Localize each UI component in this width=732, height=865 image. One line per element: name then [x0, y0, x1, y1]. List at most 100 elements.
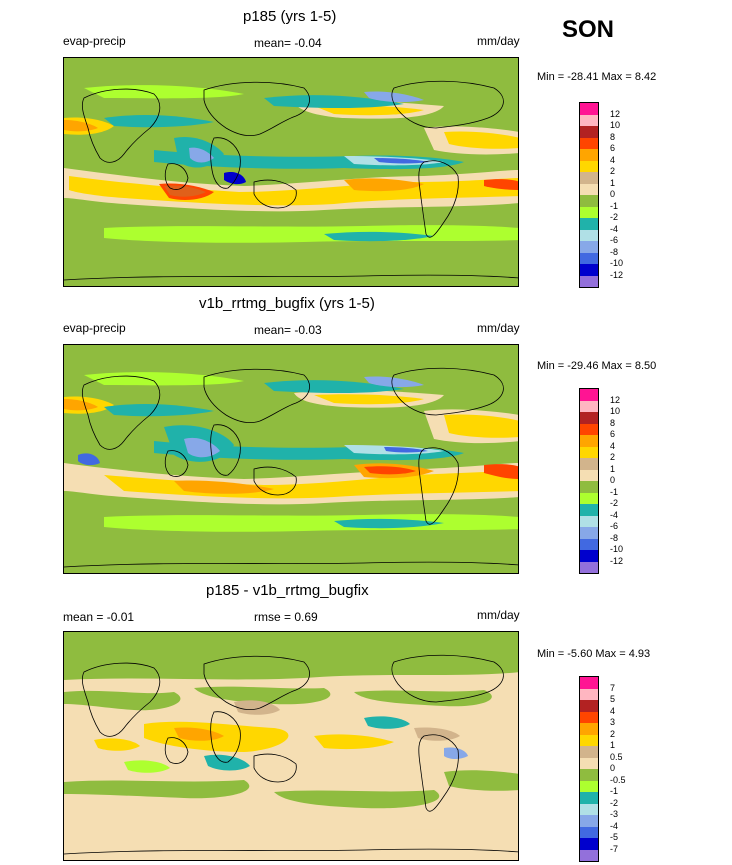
colorbar-tick-label: 0	[610, 763, 616, 773]
colorbar-swatch	[580, 504, 598, 516]
panel3-minmax: Min = -5.60 Max = 4.93	[537, 648, 651, 660]
colorbar-swatch	[580, 734, 598, 746]
colorbar-tick-label: 8	[610, 131, 616, 142]
colorbar-swatch	[580, 435, 598, 447]
panel1-colorbar-swatches	[579, 102, 599, 288]
colorbar-tick-label: 3	[610, 717, 616, 727]
colorbar-tick-label: -2	[610, 212, 619, 222]
panel1-title: p185 (yrs 1-5)	[243, 8, 337, 25]
colorbar-tick-label: 10	[610, 406, 621, 416]
colorbar-tick-label: 0.5	[610, 751, 623, 762]
colorbar-swatch	[580, 195, 598, 207]
colorbar-tick-label: 1	[610, 463, 616, 474]
colorbar-swatch	[580, 792, 598, 804]
colorbar-swatch	[580, 561, 598, 573]
colorbar-tick-label: 0	[610, 475, 616, 485]
colorbar-swatch	[580, 389, 598, 401]
panel1-field-label: evap-precip	[63, 34, 126, 48]
colorbar-swatch	[580, 527, 598, 539]
panel1-map	[63, 57, 519, 287]
colorbar-swatch	[580, 103, 598, 115]
panel1-units: mm/day	[477, 34, 520, 48]
colorbar-swatch	[580, 723, 598, 735]
colorbar-swatch	[580, 241, 598, 253]
panel2-colorbar	[579, 388, 599, 574]
colorbar-tick-label: -0.5	[610, 774, 626, 785]
colorbar-tick-label: 10	[610, 120, 621, 130]
colorbar-swatch	[580, 815, 598, 827]
colorbar-swatch	[580, 515, 598, 527]
colorbar-swatch	[580, 275, 598, 287]
panel3-units: mm/day	[477, 608, 520, 622]
colorbar-swatch	[580, 538, 598, 550]
colorbar-swatch	[580, 688, 598, 700]
colorbar-swatch	[580, 849, 598, 861]
colorbar-tick-label: 8	[610, 417, 616, 428]
panel2-units: mm/day	[477, 321, 520, 335]
colorbar-tick-label: 2	[610, 728, 616, 739]
colorbar-swatch	[580, 803, 598, 815]
colorbar-tick-label: -10	[610, 258, 624, 268]
colorbar-swatch	[580, 126, 598, 138]
colorbar-swatch	[580, 252, 598, 264]
colorbar-tick-label: -7	[610, 843, 619, 854]
colorbar-swatch	[580, 206, 598, 218]
colorbar-swatch	[580, 700, 598, 712]
colorbar-swatch	[580, 757, 598, 769]
colorbar-tick-label: 2	[610, 452, 616, 462]
colorbar-tick-label: 1	[610, 177, 616, 188]
colorbar-swatch	[580, 400, 598, 412]
colorbar-tick-label: -2	[610, 797, 619, 808]
colorbar-tick-label: -4	[610, 509, 619, 520]
panel2-field-label: evap-precip	[63, 321, 126, 335]
panel2-minmax: Min = -29.46 Max = 8.50	[537, 360, 657, 372]
colorbar-swatch	[580, 826, 598, 838]
colorbar-swatch	[580, 114, 598, 126]
colorbar-tick-label: -1	[610, 200, 619, 211]
colorbar-tick-label: 12	[610, 108, 621, 119]
colorbar-tick-label: -1	[610, 486, 619, 497]
colorbar-swatch	[580, 550, 598, 562]
panel3-rmse: rmse = 0.69	[254, 610, 318, 624]
panel3-colorbar	[579, 676, 599, 862]
panel2-mean: mean= -0.03	[254, 323, 322, 337]
colorbar-tick-label: -4	[610, 223, 619, 234]
colorbar-swatch	[580, 172, 598, 184]
colorbar-tick-label: 12	[610, 394, 621, 405]
colorbar-tick-label: -12	[610, 269, 624, 280]
colorbar-tick-label: 2	[610, 166, 616, 176]
colorbar-tick-label: -5	[610, 832, 619, 842]
colorbar-swatch	[580, 160, 598, 172]
colorbar-tick-label: -2	[610, 498, 619, 508]
panel2-title: v1b_rrtmg_bugfix (yrs 1-5)	[199, 295, 375, 312]
colorbar-swatch	[580, 183, 598, 195]
colorbar-swatch	[580, 481, 598, 493]
colorbar-tick-label: -8	[610, 246, 619, 257]
panel3-mean: mean = -0.01	[63, 610, 135, 624]
colorbar-tick-label: 1	[610, 740, 616, 750]
colorbar-swatch	[580, 769, 598, 781]
panel1-colorbar	[579, 102, 599, 288]
season-label: SON	[562, 16, 615, 43]
colorbar-swatch	[580, 677, 598, 689]
colorbar-tick-label: -6	[610, 521, 619, 531]
colorbar-tick-label: -12	[610, 555, 624, 566]
colorbar-tick-label: 7	[610, 682, 616, 693]
colorbar-tick-label: 4	[610, 440, 616, 451]
colorbar-swatch	[580, 264, 598, 276]
panel3-title: p185 - v1b_rrtmg_bugfix	[206, 582, 369, 599]
colorbar-swatch	[580, 229, 598, 241]
colorbar-tick-label: -6	[610, 235, 619, 245]
colorbar-swatch	[580, 412, 598, 424]
panel3-colorbar-swatches	[579, 676, 599, 862]
colorbar-swatch	[580, 423, 598, 435]
colorbar-swatch	[580, 469, 598, 481]
colorbar-tick-label: 5	[610, 694, 616, 704]
colorbar-tick-label: -3	[610, 809, 619, 819]
colorbar-tick-label: -10	[610, 544, 624, 554]
colorbar-swatch	[580, 458, 598, 470]
panel2-colorbar-swatches	[579, 388, 599, 574]
colorbar-tick-label: 6	[610, 143, 616, 153]
colorbar-tick-label: 6	[610, 429, 616, 439]
colorbar-swatch	[580, 218, 598, 230]
